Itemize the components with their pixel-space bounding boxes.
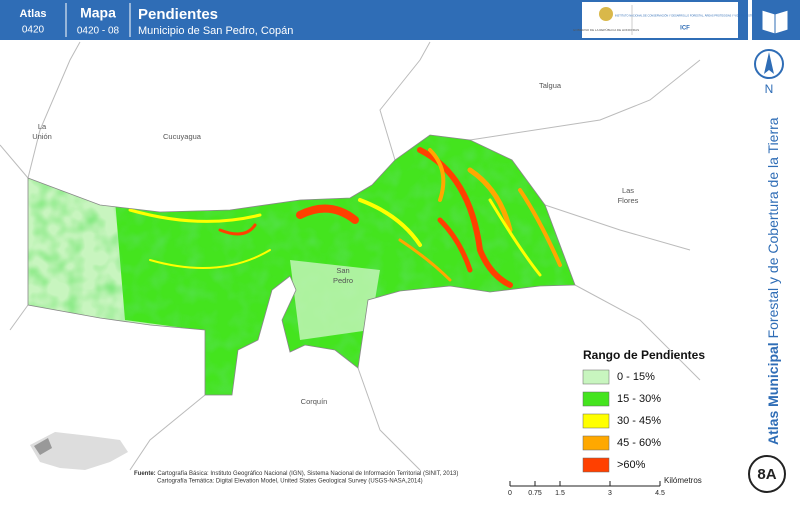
legend: Rango de Pendientes 0 - 15% 15 - 30% 30 - … [582, 348, 705, 473]
legend-label: 15 - 30% [617, 393, 661, 405]
place-label: Las [622, 186, 634, 195]
sheet-number: 8A [757, 466, 776, 483]
legend-swatch [582, 457, 610, 473]
coat-of-arms [599, 7, 613, 21]
sidebar-title: Atlas Municipal Forestal y de Cobertura … [765, 117, 781, 445]
place-label: Unión [32, 132, 52, 141]
locator-map [30, 432, 128, 470]
map-label: Mapa [80, 5, 116, 21]
legend-swatch [582, 391, 610, 407]
municipality-outline [27, 134, 576, 396]
legend-swatch [582, 413, 610, 429]
scale-tick-label: 3 [608, 490, 612, 497]
source-label: Fuente: [134, 471, 156, 477]
legend-label: 30 - 45% [617, 415, 661, 427]
source-line: Cartografía Básica: Instituto Geográfico… [157, 471, 458, 477]
legend-label: 45 - 60% [617, 437, 661, 449]
legend-label: >60% [617, 459, 646, 471]
boundaries [0, 41, 701, 471]
logo-text: ICF [680, 26, 690, 32]
source-line: Cartografía Temática: Digital Elevation … [157, 479, 423, 485]
legend-swatch [582, 435, 610, 451]
map-title: Pendientes [138, 6, 218, 23]
book-icon [761, 9, 789, 35]
place-label: San [336, 266, 349, 275]
place-label: La [38, 122, 47, 131]
atlas-code: 0420 [22, 25, 45, 36]
logo-text: GOBIERNO DE LA REPÚBLICA DE HONDURAS [573, 27, 639, 32]
sheet-circle [748, 455, 786, 493]
place-label: Flores [618, 196, 639, 205]
scale-unit: Kilómetros [664, 476, 702, 485]
scale-tick-label: 0.75 [528, 490, 542, 497]
place-label: Cucuyagua [163, 132, 202, 141]
legend-swatch [582, 369, 610, 385]
north-label: N [765, 82, 774, 96]
place-label: Talgua [539, 81, 562, 90]
locator-highlight [34, 438, 52, 455]
map-subtitle: Municipio de San Pedro, Copán [138, 25, 293, 37]
scale-tick-label: 1.5 [555, 490, 565, 497]
map-code: 0420 - 08 [77, 26, 120, 37]
sidebar-bold: Atlas Municipal [765, 342, 781, 445]
scale-tick-label: 4.5 [655, 490, 665, 497]
legend-label: 0 - 15% [617, 371, 655, 383]
scale-tick-label: 0 [508, 490, 512, 497]
place-label: Corquín [301, 397, 328, 406]
logo-text: INSTITUTO NACIONAL DE CONSERVACIÓN Y DES… [615, 13, 755, 18]
sidebar-rest: Forestal y de Cobertura de la Tierra [765, 117, 781, 338]
legend-title: Rango de Pendientes [583, 348, 705, 362]
source: Fuente: Cartografía Básica: Instituto Ge… [134, 471, 458, 477]
atlas-label: Atlas [20, 8, 47, 20]
place-label: Pedro [333, 276, 353, 285]
north-circle [754, 49, 784, 79]
north-arrow [764, 52, 774, 74]
scale-bar: 0 0.75 1.5 3 4.5 Kilómetros [508, 476, 702, 497]
